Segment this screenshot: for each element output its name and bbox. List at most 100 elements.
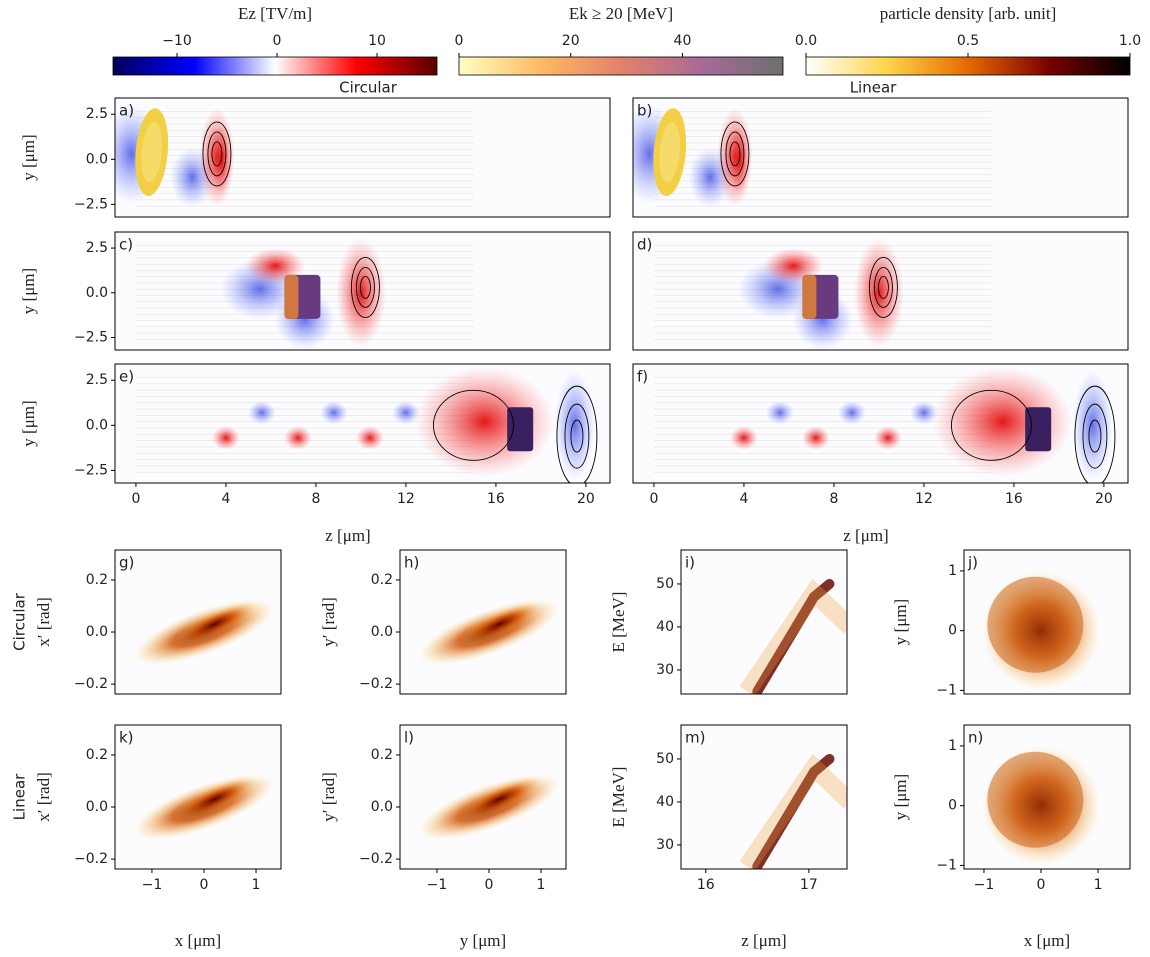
panel-image bbox=[115, 364, 610, 486]
tick-label: 0.5 bbox=[957, 33, 979, 49]
field-shade bbox=[284, 426, 312, 450]
y-tick-label: 0.0 bbox=[86, 151, 108, 167]
panel-label: n) bbox=[968, 729, 983, 747]
colorbar-label: particle density [arb. unit] bbox=[880, 4, 1057, 23]
row-label: Circular bbox=[11, 592, 29, 651]
y-tick-label: 1 bbox=[948, 563, 957, 579]
panel-title: Linear bbox=[850, 79, 897, 97]
figure: Ez [TV/m]−10010Ek ≥ 20 [MeV]02040particl… bbox=[0, 0, 1150, 957]
y-tick-label: 0.2 bbox=[371, 747, 393, 763]
panel-label: h) bbox=[404, 554, 419, 572]
x-axis-label: z [μm] bbox=[843, 526, 888, 545]
colorbar bbox=[459, 57, 783, 75]
field-shade bbox=[987, 752, 1083, 848]
x-tick-label: 8 bbox=[311, 491, 320, 507]
x-tick-label: 0 bbox=[200, 877, 209, 893]
y-axis-label: E [MeV] bbox=[609, 767, 628, 828]
panel-image bbox=[964, 550, 1130, 694]
y-tick-label: 2.5 bbox=[86, 240, 108, 256]
y-tick-label: −1 bbox=[936, 682, 957, 698]
x-tick-label: −1 bbox=[427, 877, 448, 893]
x-tick-label: 17 bbox=[800, 877, 818, 893]
y-tick-label: −2.5 bbox=[74, 196, 108, 212]
x-tick-label: 16 bbox=[487, 491, 505, 507]
y-axis-label: x′ [rad] bbox=[34, 772, 53, 822]
colorbar bbox=[113, 57, 437, 75]
x-tick-label: 4 bbox=[739, 491, 748, 507]
x-tick-label: 20 bbox=[1095, 491, 1113, 507]
field-shade bbox=[320, 401, 348, 425]
field-shade bbox=[802, 426, 830, 450]
panel-label: j) bbox=[967, 554, 978, 572]
panel-label: m) bbox=[685, 729, 705, 747]
x-tick-label: 0 bbox=[485, 877, 494, 893]
panel-image bbox=[400, 725, 567, 869]
tick-label: 40 bbox=[674, 33, 692, 49]
x-tick-label: 20 bbox=[577, 491, 595, 507]
y-tick-label: 0.0 bbox=[371, 624, 393, 640]
panel-label: k) bbox=[119, 729, 134, 747]
x-tick-label: −1 bbox=[142, 877, 163, 893]
panel-image bbox=[400, 550, 567, 694]
x-axis-label: x [μm] bbox=[175, 931, 221, 950]
tick-label: 10 bbox=[368, 33, 386, 49]
panel-title: Circular bbox=[339, 79, 398, 97]
x-axis-label: x [μm] bbox=[1024, 931, 1070, 950]
panel-label: d) bbox=[637, 236, 652, 254]
y-axis-label: y [μm] bbox=[19, 400, 38, 446]
tick-label: −10 bbox=[162, 33, 192, 49]
y-tick-label: 0.0 bbox=[371, 799, 393, 815]
field-shade bbox=[874, 426, 902, 450]
y-axis-label: y [μm] bbox=[19, 134, 38, 180]
y-tick-label: 40 bbox=[656, 794, 674, 810]
y-tick-label: 0.0 bbox=[86, 624, 108, 640]
panel-label: l) bbox=[404, 729, 414, 747]
x-tick-label: 16 bbox=[1005, 491, 1023, 507]
y-tick-label: 0.2 bbox=[371, 572, 393, 588]
x-tick-label: −1 bbox=[974, 877, 995, 893]
panel-image bbox=[115, 232, 610, 350]
panel-label: i) bbox=[685, 554, 695, 572]
y-tick-label: −0.2 bbox=[74, 676, 108, 692]
y-tick-label: −0.2 bbox=[74, 851, 108, 867]
y-tick-label: 0.2 bbox=[86, 572, 108, 588]
x-tick-label: 1 bbox=[537, 877, 546, 893]
y-tick-label: −1 bbox=[936, 857, 957, 873]
x-tick-label: 0 bbox=[131, 491, 140, 507]
y-tick-label: −2.5 bbox=[74, 329, 108, 345]
y-tick-label: −0.2 bbox=[359, 851, 393, 867]
x-tick-label: 4 bbox=[221, 491, 230, 507]
y-axis-label: E [MeV] bbox=[609, 592, 628, 653]
panel-label: g) bbox=[119, 554, 134, 572]
panel-image bbox=[115, 550, 282, 694]
y-tick-label: 50 bbox=[656, 576, 674, 592]
y-axis-label: x′ [rad] bbox=[34, 597, 53, 647]
tick-label: 0 bbox=[273, 33, 282, 49]
x-tick-label: 1 bbox=[252, 877, 261, 893]
panel-image bbox=[115, 725, 282, 869]
y-tick-label: 50 bbox=[656, 751, 674, 767]
y-tick-label: 2.5 bbox=[86, 372, 108, 388]
panel-image bbox=[619, 98, 1128, 217]
bunch bbox=[802, 275, 816, 319]
panel-image bbox=[681, 725, 850, 869]
field-shade bbox=[212, 426, 240, 450]
y-tick-label: 1 bbox=[948, 738, 957, 754]
bunch bbox=[284, 275, 298, 319]
field-shade bbox=[987, 577, 1083, 673]
field-shade bbox=[356, 426, 384, 450]
y-tick-label: 30 bbox=[656, 662, 674, 678]
y-tick-label: 0.0 bbox=[86, 417, 108, 433]
y-tick-label: −0.2 bbox=[359, 676, 393, 692]
panel-label: b) bbox=[637, 102, 652, 120]
y-tick-label: −2.5 bbox=[74, 462, 108, 478]
y-tick-label: 30 bbox=[656, 837, 674, 853]
x-tick-label: 0 bbox=[649, 491, 658, 507]
field-shade bbox=[838, 401, 866, 425]
panel-label: f) bbox=[637, 368, 648, 386]
x-tick-label: 0 bbox=[1037, 877, 1046, 893]
y-axis-label: y [μm] bbox=[891, 774, 910, 820]
y-tick-label: 0.0 bbox=[86, 799, 108, 815]
row-label: Linear bbox=[11, 773, 29, 820]
tick-label: 1.0 bbox=[1119, 33, 1141, 49]
